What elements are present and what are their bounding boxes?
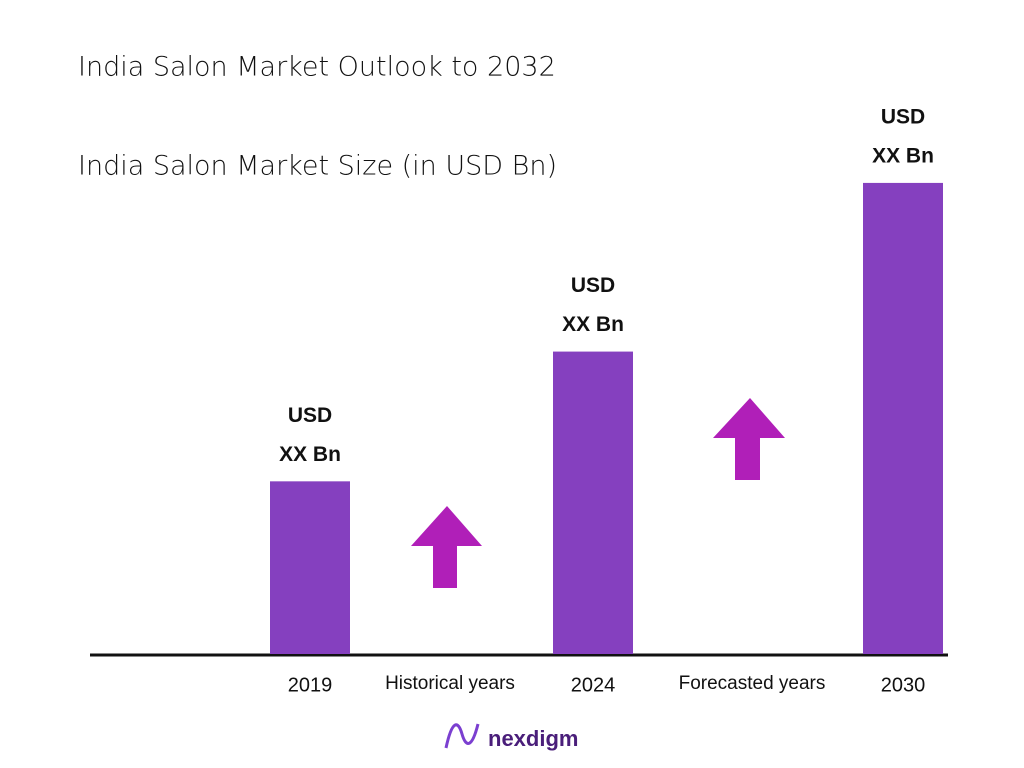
- value-label: XX Bn: [562, 313, 624, 336]
- chart-title: India Salon Market Outlook to 2032: [78, 52, 556, 83]
- period-label: Forecasted years: [679, 673, 826, 694]
- period-label: Historical years: [385, 673, 515, 694]
- x-tick-label: 2030: [881, 674, 926, 696]
- growth-arrow: [713, 398, 785, 480]
- growth-arrow: [411, 506, 482, 588]
- value-label: XX Bn: [872, 144, 934, 167]
- x-tick-label: 2024: [571, 674, 616, 696]
- value-label: USD: [288, 404, 332, 427]
- bar: [270, 481, 350, 654]
- value-label: USD: [881, 105, 925, 128]
- value-label: USD: [571, 274, 615, 297]
- chart-subtitle: India Salon Market Size (in USD Bn): [78, 151, 557, 182]
- logo-text: nexdigm: [488, 726, 578, 751]
- x-tick-label: 2019: [288, 674, 333, 696]
- bar: [553, 351, 633, 654]
- value-label: XX Bn: [279, 443, 341, 466]
- bar: [863, 182, 943, 654]
- logo-icon: [444, 723, 480, 749]
